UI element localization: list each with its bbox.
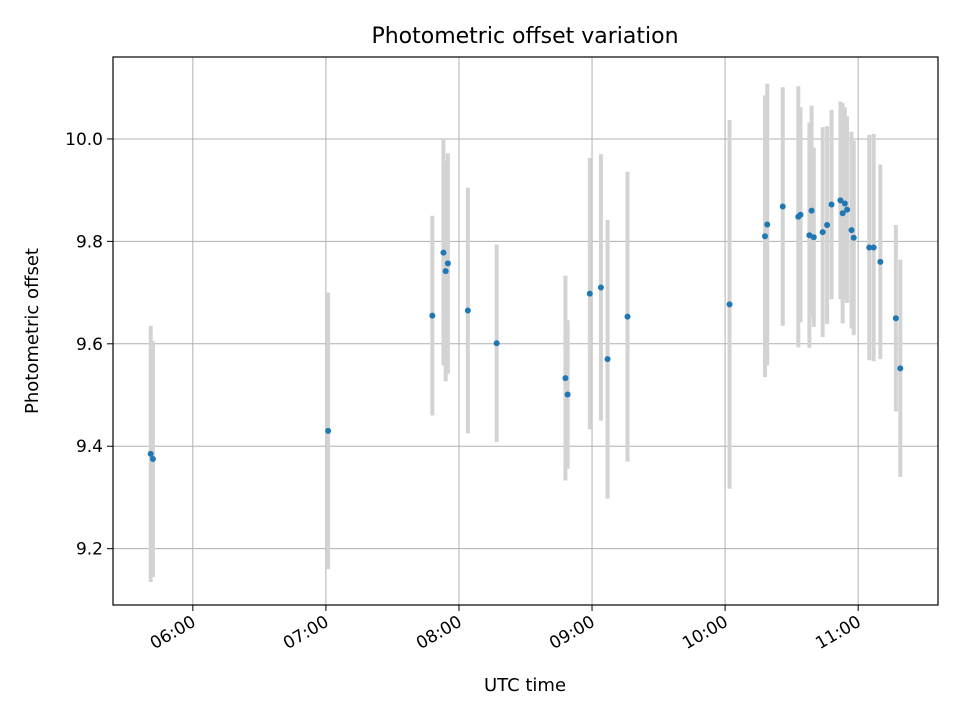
data-point <box>440 249 447 256</box>
data-point <box>850 234 857 241</box>
data-point <box>892 315 899 322</box>
data-point <box>493 340 500 347</box>
data-point <box>810 234 817 241</box>
y-tick-label: 9.6 <box>76 335 103 355</box>
x-axis-label: UTC time <box>484 675 566 696</box>
data-point <box>779 203 786 210</box>
data-point <box>797 211 804 218</box>
data-point <box>897 365 904 372</box>
data-point <box>841 200 848 207</box>
data-point <box>866 244 873 251</box>
data-point <box>624 313 631 320</box>
data-point <box>762 233 769 240</box>
y-tick-label: 10.0 <box>65 130 103 150</box>
data-point <box>808 207 815 214</box>
data-point <box>429 312 436 319</box>
data-point <box>325 427 332 434</box>
data-point <box>464 307 471 314</box>
data-point <box>764 221 771 228</box>
data-point <box>597 284 604 291</box>
data-point <box>444 260 451 267</box>
data-point <box>149 456 156 463</box>
data-point <box>828 201 835 208</box>
data-point <box>844 206 851 213</box>
data-point <box>877 258 884 265</box>
y-axis-ticks: 9.2 9.4 9.6 9.8 10.0 <box>65 130 113 560</box>
data-point <box>870 244 877 251</box>
data-points <box>147 197 904 463</box>
y-tick-label: 9.8 <box>76 232 103 252</box>
data-point <box>562 375 569 382</box>
data-point <box>564 391 571 398</box>
data-point <box>442 268 449 275</box>
chart-title: Photometric offset variation <box>371 24 678 49</box>
y-tick-label: 9.2 <box>76 540 103 560</box>
plot-frame <box>112 56 939 606</box>
data-point <box>604 356 611 363</box>
data-point <box>147 450 154 457</box>
data-point <box>586 290 593 297</box>
data-point <box>839 210 846 217</box>
data-point <box>848 227 855 234</box>
grid-lines <box>113 57 938 605</box>
y-tick-label: 9.4 <box>76 437 103 457</box>
data-point <box>824 221 831 228</box>
data-point <box>819 229 826 236</box>
data-point <box>837 197 844 204</box>
data-point <box>726 301 733 308</box>
y-axis-label: Photometric offset <box>22 248 43 414</box>
